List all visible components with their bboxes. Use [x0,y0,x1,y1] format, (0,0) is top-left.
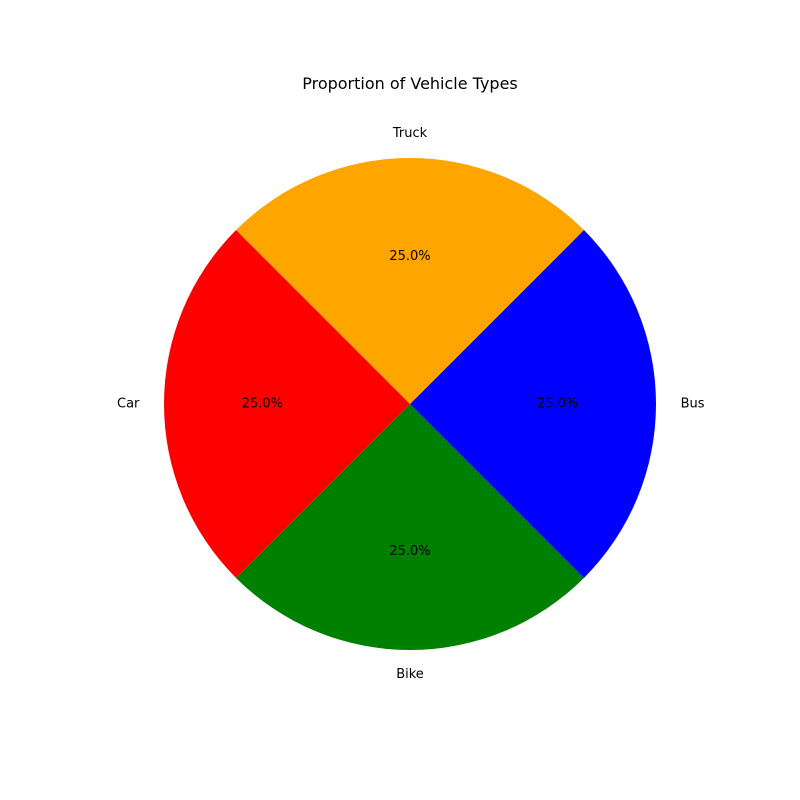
percent-label-bus: 25.0% [537,397,578,412]
percent-label-truck: 25.0% [389,249,430,264]
pie-slice-bus [410,230,657,578]
slice-label-bus: Bus [681,397,705,412]
percent-label-bike: 25.0% [389,544,430,559]
slice-label-bike: Bike [396,667,424,682]
slice-label-car: Car [117,397,140,412]
pie-slices [163,157,657,651]
pie-slice-truck [236,157,584,404]
pie-labels: Car 25.0% Bike 25.0% Bus 25.0% Truck 25.0% [117,126,705,682]
pie-slice-bike [236,404,584,651]
slice-label-truck: Truck [392,126,428,141]
pie-slice-car [163,230,410,578]
chart-title: Proportion of Vehicle Types [302,74,518,93]
percent-label-car: 25.0% [242,397,283,412]
